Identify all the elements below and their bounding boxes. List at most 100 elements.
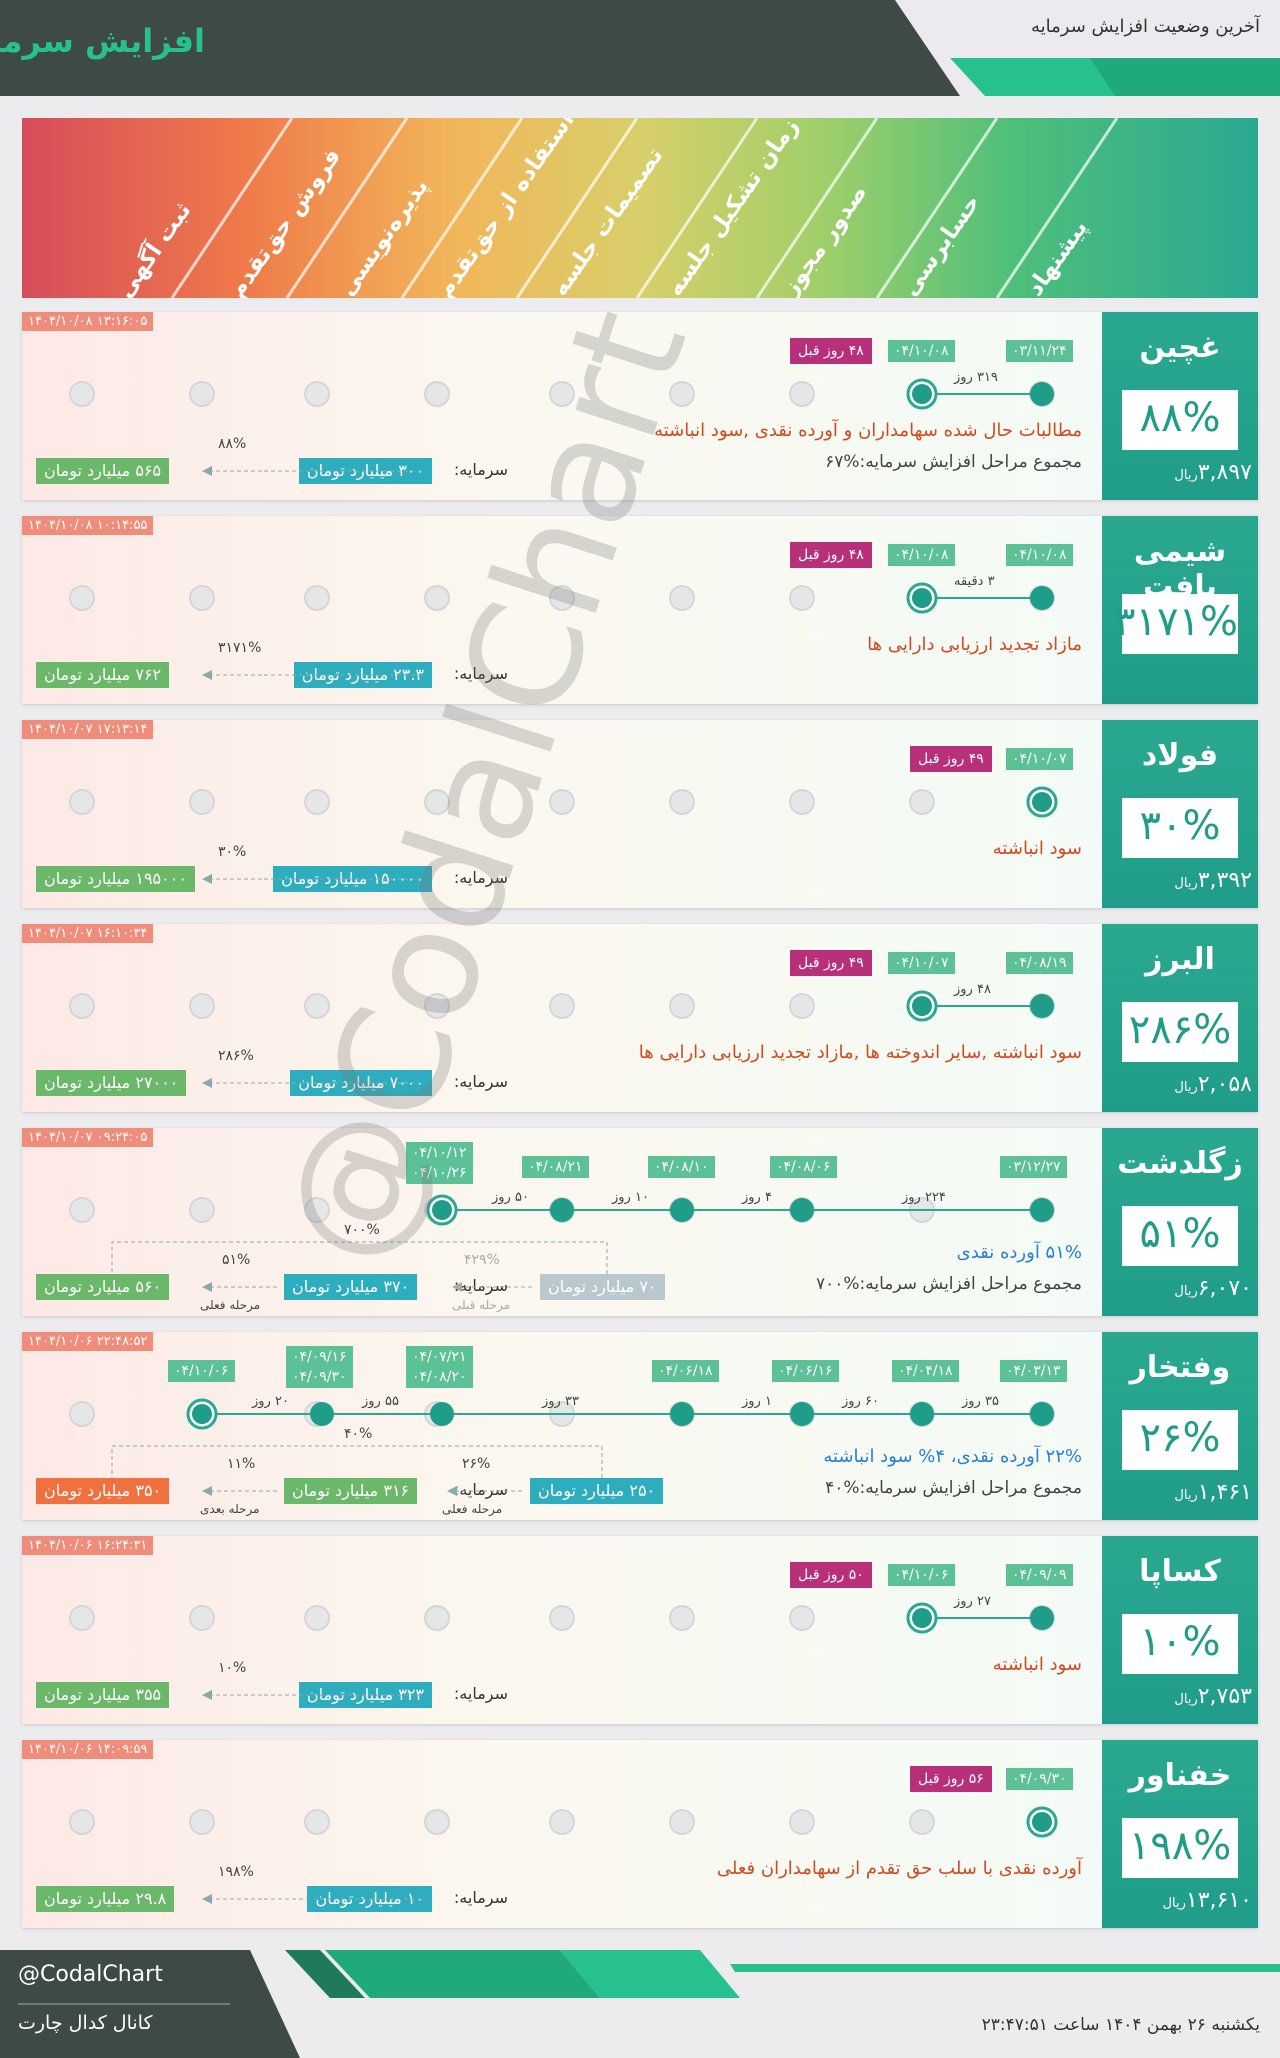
company-card[interactable]: ۱۴۰۴/۱۰/۰۶ ۱۶:۲۴:۳۱ کساپا ۱۰% ۲,۷۵۳ریال سود … [22, 1536, 1258, 1724]
increase-percent: ۱۰% [1122, 1614, 1238, 1674]
price-value: ۲,۰۵۸ [1197, 1072, 1252, 1097]
stage-node [304, 1605, 330, 1631]
company-panel[interactable]: شیمی بافت ۳۱۷۱% [1102, 516, 1258, 704]
footer-channel: کانال کدال چارت [18, 2012, 153, 2034]
active-timeline [906, 378, 1054, 410]
stage-node [69, 1605, 95, 1631]
rise: ۳۰% [218, 844, 247, 860]
rise: ۸۸% [218, 436, 247, 452]
date-tag: ۰۴/۱۰/۱۲ [406, 1142, 473, 1164]
capital-tag: ۳۷۰ میلیارد تومان [284, 1274, 418, 1300]
stage-node [69, 993, 95, 1019]
rise: ۱۰% [218, 1660, 247, 1676]
rise-prev: ۴۲۹% [464, 1252, 500, 1268]
capital-mid-tag: ۳۱۶ میلیارد تومان [284, 1478, 418, 1504]
stage-node [549, 585, 575, 611]
done-node [1030, 586, 1054, 610]
stage-node [69, 789, 95, 815]
price-currency: ریال [1174, 1692, 1198, 1707]
stage-node [669, 1809, 695, 1835]
ago-tag: ۴۸ روز قبل [790, 542, 872, 568]
company-panel[interactable]: فولاد ۳۰% ۳,۳۹۲ریال [1102, 720, 1258, 908]
done-node [670, 1198, 694, 1222]
page-title: افزایش سرمایه [0, 22, 205, 60]
rise: ۲۸۶% [218, 1048, 254, 1064]
share-price: ۲,۷۵۳ریال [1174, 1684, 1252, 1709]
stage-node [549, 381, 575, 407]
company-card[interactable]: ۱۴۰۴/۱۰/۰۸ ۱۰:۱۴:۵۵ شیمی بافت ۳۱۷۱% مازاد ت… [22, 516, 1258, 704]
company-panel[interactable]: غچین ۸۸% ۳,۸۹۷ریال [1102, 312, 1258, 500]
capital-arrows [202, 1894, 422, 1904]
active-timeline [1026, 786, 1058, 818]
increase-percent: ۵۱% [1122, 1206, 1238, 1266]
company-panel[interactable]: زگلدشت ۵۱% ۶,۰۷۰ریال [1102, 1128, 1258, 1316]
capital-arrows [202, 874, 422, 884]
stage-node [304, 993, 330, 1019]
footer-handle[interactable]: @CodalChart [18, 1962, 163, 1987]
company-name[interactable]: غچین [1139, 330, 1221, 365]
stage-node [549, 1809, 575, 1835]
stage-node [549, 993, 575, 1019]
price-currency: ریال [1174, 468, 1198, 483]
capital-arrows [111, 1445, 603, 1496]
company-name[interactable]: البرز [1145, 942, 1215, 977]
description: ۲۲% آورده نقدی، ۴% سود انباشته [823, 1446, 1082, 1467]
rise-total: ۴۰% [344, 1426, 373, 1442]
stage-next: مرحله بعدی [200, 1502, 260, 1516]
timestamp: ۱۴۰۴/۱۰/۰۶ ۱۴:۰۹:۵۹ [22, 1740, 154, 1759]
share-price: ۳,۳۹۲ریال [1174, 868, 1252, 893]
description: سود انباشته [992, 1654, 1082, 1675]
date-tag: ۰۴/۰۶/۱۸ [652, 1360, 719, 1382]
company-card[interactable]: ۱۴۰۴/۱۰/۰۶ ۲۲:۴۸:۵۲ وفتخار ۲۶% ۱,۴۶۱ریال ۲۲%… [22, 1332, 1258, 1520]
footer [0, 1950, 1280, 2058]
stage-node [424, 381, 450, 407]
active-timeline [906, 1602, 1054, 1634]
stage-node [69, 1809, 95, 1835]
company-name[interactable]: وفتخار [1129, 1350, 1231, 1385]
result-tag: ۷۶۲ میلیارد تومان [36, 662, 170, 688]
capital-label: سرمایه: [453, 664, 508, 683]
company-name[interactable]: فولاد [1141, 738, 1219, 773]
stage-node [789, 381, 815, 407]
company-name[interactable]: کساپا [1139, 1554, 1221, 1589]
increase-percent: ۲۶% [1122, 1410, 1238, 1470]
stage-node [424, 993, 450, 1019]
stage-node [304, 1197, 330, 1223]
result-tag: ۳۵۵ میلیارد تومان [36, 1682, 170, 1708]
increase-percent: ۲۸۶% [1122, 1002, 1238, 1062]
company-panel[interactable]: کساپا ۱۰% ۲,۷۵۳ریال [1102, 1536, 1258, 1724]
capital-label: سرمایه: [453, 1684, 508, 1703]
capital-label: سرمایه: [453, 1072, 508, 1091]
date-tag: ۰۴/۰۶/۱۶ [772, 1360, 839, 1382]
company-card[interactable]: ۱۴۰۴/۱۰/۰۶ ۱۴:۰۹:۵۹ خفناور ۱۹۸% ۱۳,۶۱۰ریال آ… [22, 1740, 1258, 1928]
stage-node [669, 585, 695, 611]
price-currency: ریال [1174, 876, 1198, 891]
company-card[interactable]: ۱۴۰۴/۱۰/۰۸ ۱۳:۱۶:۰۵ غچین ۸۸% ۳,۸۹۷ریال مطالب… [22, 312, 1258, 500]
done-node [550, 1198, 574, 1222]
capital-prev-tag: ۷۰ میلیارد تومان [540, 1274, 665, 1300]
done-node [670, 1402, 694, 1426]
stage-node [789, 789, 815, 815]
company-panel[interactable]: البرز ۲۸۶% ۲,۰۵۸ریال [1102, 924, 1258, 1112]
capital-tag: ۲۵۰ میلیارد تومان [530, 1478, 664, 1504]
company-card[interactable]: ۱۴۰۴/۱۰/۰۷ ۱۶:۱۰:۳۴ البرز ۲۸۶% ۲,۰۵۸ریال سود… [22, 924, 1258, 1112]
stage-gradient [22, 118, 1258, 298]
date-tag: ۰۴/۱۰/۰۸ [888, 544, 955, 566]
capital-label: سرمایه: [453, 1276, 508, 1295]
description: سود انباشته [992, 838, 1082, 859]
stage-node [69, 1197, 95, 1223]
duration: ۴۸ روز [954, 982, 991, 997]
date-tag: ۰۴/۰۹/۳۰ [286, 1366, 353, 1388]
rise-total: ۷۰۰% [344, 1222, 380, 1238]
company-panel[interactable]: خفناور ۱۹۸% ۱۳,۶۱۰ریال [1102, 1740, 1258, 1928]
share-price: ۶,۰۷۰ریال [1174, 1276, 1252, 1301]
stage-node [189, 789, 215, 815]
company-card[interactable]: ۱۴۰۴/۱۰/۰۷ ۰۹:۲۴:۰۵ زگلدشت ۵۱% ۶,۰۷۰ریال ۵۱%… [22, 1128, 1258, 1316]
header-shapes [0, 0, 1280, 96]
company-name[interactable]: زگلدشت [1117, 1146, 1243, 1181]
date-tag: ۰۳/۱۱/۲۴ [1006, 340, 1073, 362]
company-card[interactable]: ۱۴۰۴/۱۰/۰۷ ۱۷:۱۳:۱۴ فولاد ۳۰% ۳,۳۹۲ریال سود … [22, 720, 1258, 908]
company-name[interactable]: خفناور [1128, 1758, 1232, 1793]
company-panel[interactable]: وفتخار ۲۶% ۱,۴۶۱ریال [1102, 1332, 1258, 1520]
footer-datetime: یکشنبه ۲۶ بهمن ۱۴۰۴ ساعت ۲۳:۴۷:۵۱ [981, 2015, 1260, 2035]
